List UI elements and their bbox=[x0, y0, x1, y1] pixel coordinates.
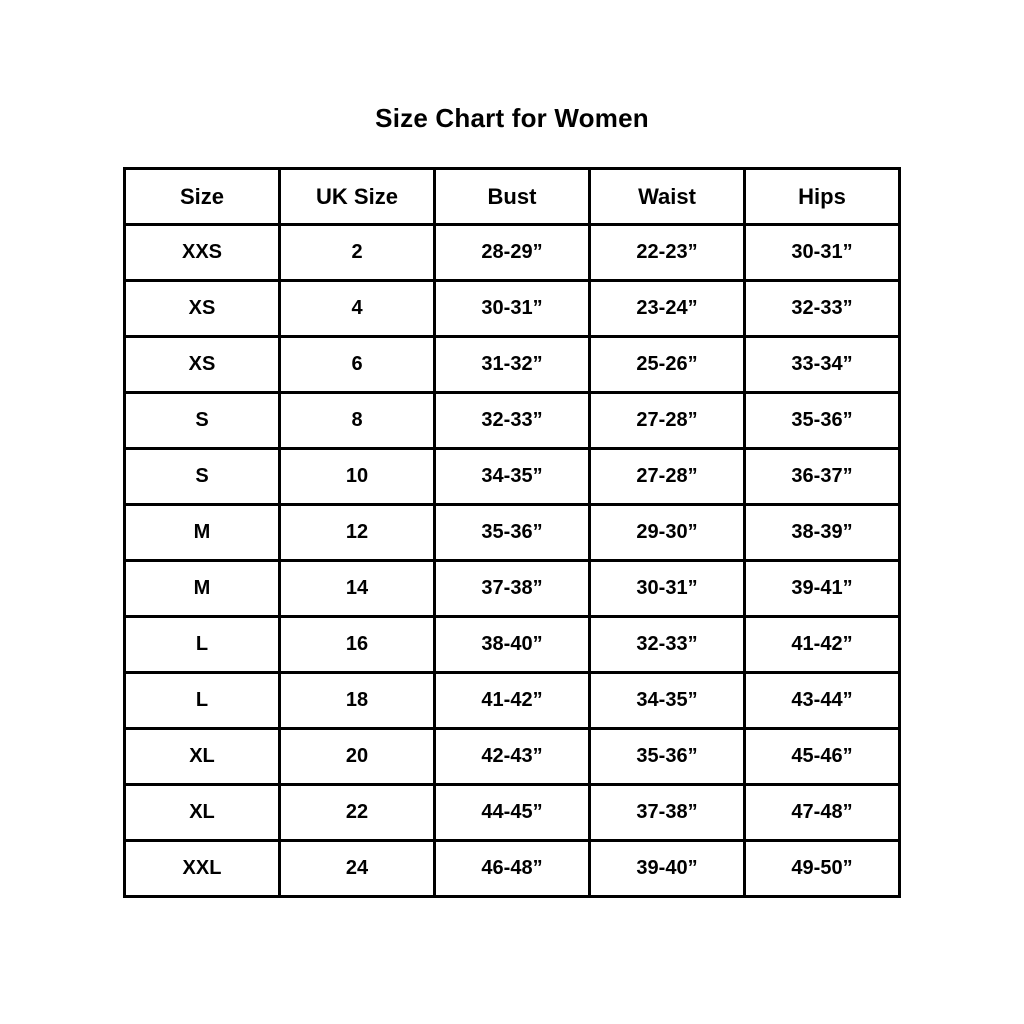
table-cell: 39-41” bbox=[743, 559, 901, 618]
table-cell: 30-31” bbox=[743, 223, 901, 282]
table-cell: 41-42” bbox=[433, 671, 591, 730]
column-header: Hips bbox=[743, 167, 901, 226]
table-cell: 32-33” bbox=[588, 615, 746, 674]
table-row: S 8 32-33” 27-28” 35-36” bbox=[123, 391, 901, 450]
table-cell: 44-45” bbox=[433, 783, 591, 842]
table-cell: XS bbox=[123, 279, 281, 338]
table-cell: 37-38” bbox=[588, 783, 746, 842]
table-cell: 32-33” bbox=[433, 391, 591, 450]
table-cell: 25-26” bbox=[588, 335, 746, 394]
table-cell: M bbox=[123, 503, 281, 562]
table-cell: 30-31” bbox=[588, 559, 746, 618]
table-cell: 47-48” bbox=[743, 783, 901, 842]
table-cell: XL bbox=[123, 727, 281, 786]
table-row: XXL 24 46-48” 39-40” 49-50” bbox=[123, 839, 901, 898]
table-cell: 24 bbox=[278, 839, 436, 898]
table-cell: S bbox=[123, 447, 281, 506]
table-cell: 37-38” bbox=[433, 559, 591, 618]
size-chart-table: Size UK Size Bust Waist Hips XXS 2 28-29” 22-23… bbox=[123, 167, 901, 898]
column-header: UK Size bbox=[278, 167, 436, 226]
table-row: XS 4 30-31” 23-24” 32-33” bbox=[123, 279, 901, 338]
table-cell: 31-32” bbox=[433, 335, 591, 394]
table-cell: 29-30” bbox=[588, 503, 746, 562]
table-cell: 22-23” bbox=[588, 223, 746, 282]
table-cell: 39-40” bbox=[588, 839, 746, 898]
table-cell: 35-36” bbox=[433, 503, 591, 562]
table-row: XXS 2 28-29” 22-23” 30-31” bbox=[123, 223, 901, 282]
table-cell: 14 bbox=[278, 559, 436, 618]
table-cell: 27-28” bbox=[588, 391, 746, 450]
table-cell: 38-40” bbox=[433, 615, 591, 674]
table-cell: XXS bbox=[123, 223, 281, 282]
table-row: L 18 41-42” 34-35” 43-44” bbox=[123, 671, 901, 730]
table-cell: 42-43” bbox=[433, 727, 591, 786]
table-cell: 43-44” bbox=[743, 671, 901, 730]
table-row: XL 22 44-45” 37-38” 47-48” bbox=[123, 783, 901, 842]
table-cell: XXL bbox=[123, 839, 281, 898]
table-cell: 35-36” bbox=[743, 391, 901, 450]
table-row: M 14 37-38” 30-31” 39-41” bbox=[123, 559, 901, 618]
table-cell: 2 bbox=[278, 223, 436, 282]
table-cell: L bbox=[123, 671, 281, 730]
table-cell: 35-36” bbox=[588, 727, 746, 786]
table-cell: XL bbox=[123, 783, 281, 842]
table-cell: 38-39” bbox=[743, 503, 901, 562]
table-cell: 27-28” bbox=[588, 447, 746, 506]
column-header: Size bbox=[123, 167, 281, 226]
column-header: Waist bbox=[588, 167, 746, 226]
table-cell: 30-31” bbox=[433, 279, 591, 338]
table-cell: 4 bbox=[278, 279, 436, 338]
table-cell: 28-29” bbox=[433, 223, 591, 282]
page-title: Size Chart for Women bbox=[375, 103, 649, 133]
table-row: M 12 35-36” 29-30” 38-39” bbox=[123, 503, 901, 562]
table-cell: 23-24” bbox=[588, 279, 746, 338]
table-cell: 12 bbox=[278, 503, 436, 562]
column-header: Bust bbox=[433, 167, 591, 226]
table-cell: 41-42” bbox=[743, 615, 901, 674]
table-cell: 45-46” bbox=[743, 727, 901, 786]
table-cell: 6 bbox=[278, 335, 436, 394]
table-cell: 36-37” bbox=[743, 447, 901, 506]
table-cell: 22 bbox=[278, 783, 436, 842]
table-cell: 16 bbox=[278, 615, 436, 674]
table-cell: 33-34” bbox=[743, 335, 901, 394]
table-cell: 32-33” bbox=[743, 279, 901, 338]
table-row: XL 20 42-43” 35-36” 45-46” bbox=[123, 727, 901, 786]
table-row: XS 6 31-32” 25-26” 33-34” bbox=[123, 335, 901, 394]
table-cell: 34-35” bbox=[433, 447, 591, 506]
table-cell: L bbox=[123, 615, 281, 674]
table-body: XXS 2 28-29” 22-23” 30-31” XS 4 30-31” 23-24” 32-… bbox=[123, 223, 901, 898]
table-cell: 20 bbox=[278, 727, 436, 786]
table-cell: 10 bbox=[278, 447, 436, 506]
header-row: Size UK Size Bust Waist Hips bbox=[123, 167, 901, 226]
table-cell: 46-48” bbox=[433, 839, 591, 898]
table-cell: 18 bbox=[278, 671, 436, 730]
table-cell: M bbox=[123, 559, 281, 618]
table-cell: 8 bbox=[278, 391, 436, 450]
table-cell: XS bbox=[123, 335, 281, 394]
table-row: L 16 38-40” 32-33” 41-42” bbox=[123, 615, 901, 674]
table-cell: 49-50” bbox=[743, 839, 901, 898]
table-row: S 10 34-35” 27-28” 36-37” bbox=[123, 447, 901, 506]
table-header: Size UK Size Bust Waist Hips bbox=[123, 167, 901, 226]
table-cell: 34-35” bbox=[588, 671, 746, 730]
table-cell: S bbox=[123, 391, 281, 450]
